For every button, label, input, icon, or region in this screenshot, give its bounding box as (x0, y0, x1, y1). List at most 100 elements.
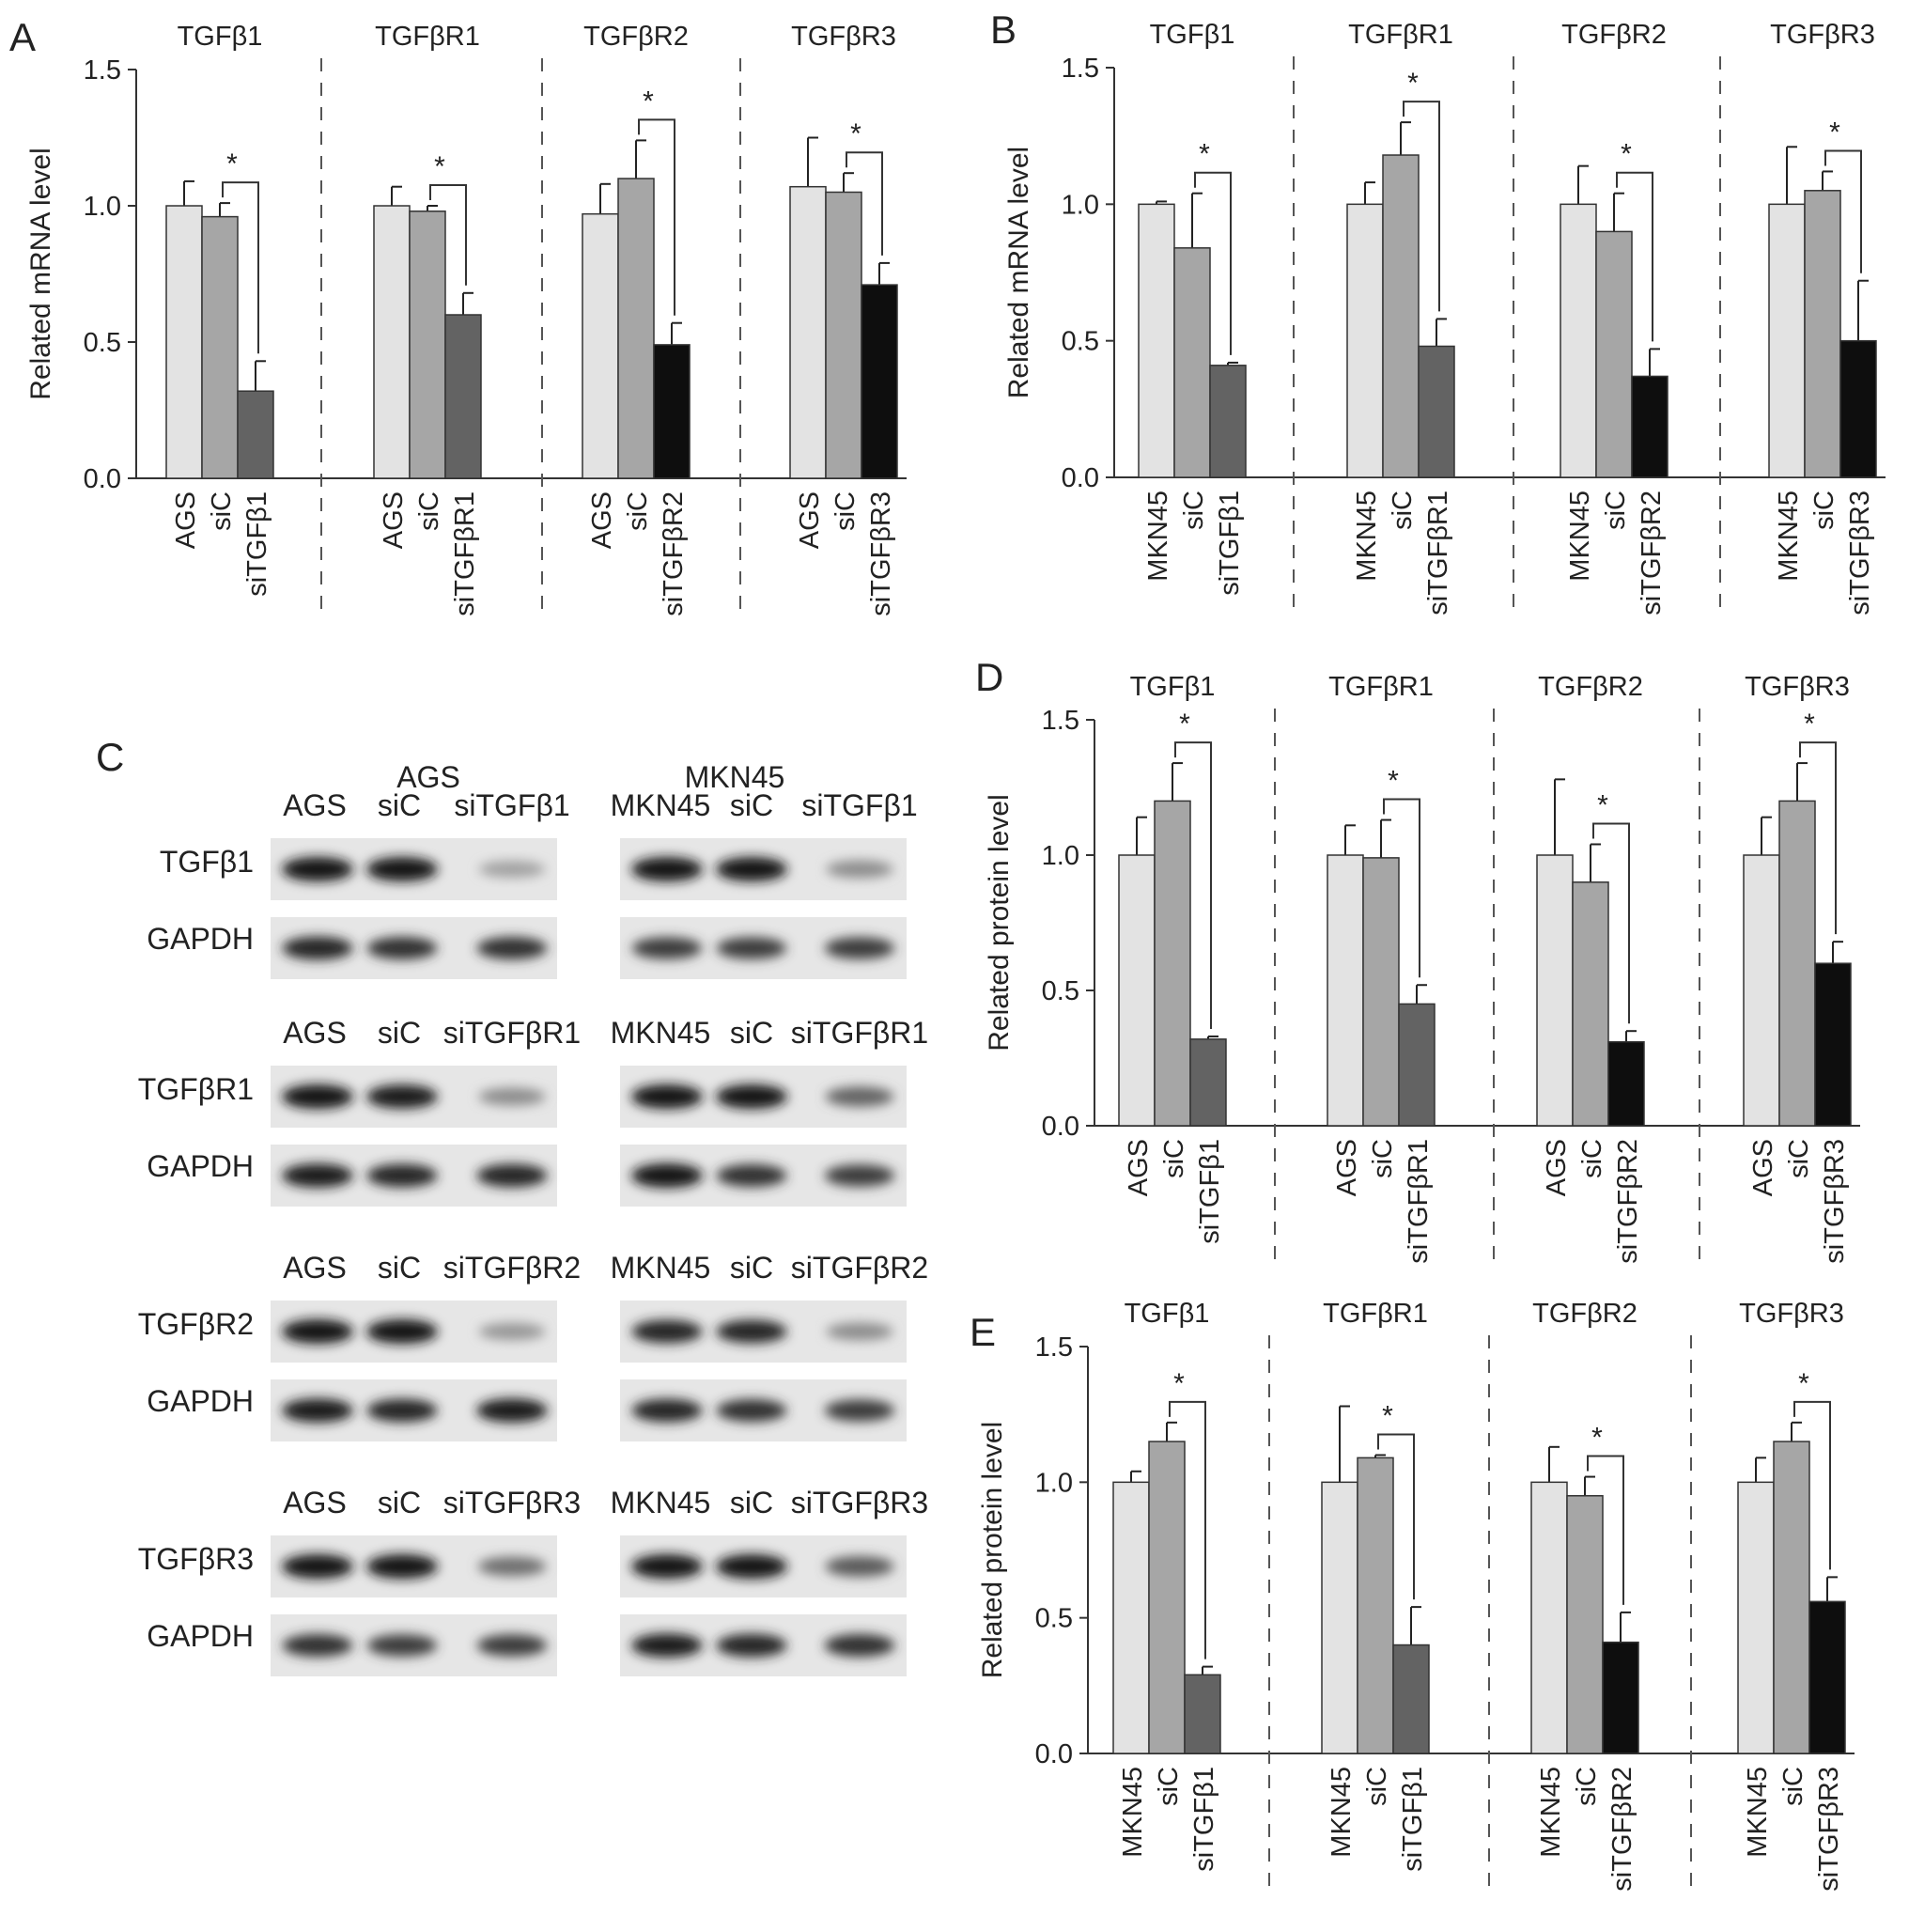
x-tick-label: siTGFβR3 (1814, 1767, 1844, 1892)
significance-bracket (1799, 741, 1837, 935)
group-title: TGFβ1 (1125, 1299, 1210, 1329)
x-tick-label: siC (414, 491, 444, 531)
blot-lane-header: siC (730, 1251, 773, 1285)
blot-row-label-loading: GAPDH (147, 922, 254, 956)
blot-band (824, 1164, 895, 1187)
bar (825, 191, 862, 479)
blot-lane-header: siC (730, 788, 773, 822)
blot-lane-header: siC (378, 788, 421, 822)
bar (1418, 345, 1455, 478)
blot-band (826, 860, 893, 879)
blot-band (476, 936, 548, 960)
x-tick-label: siC (1368, 1139, 1398, 1178)
bar (1768, 203, 1806, 478)
y-tick-label: 1.0 (1062, 190, 1099, 220)
cell-line-title-ags: AGS (396, 760, 460, 794)
blot-row-label-target: TGFβ1 (160, 845, 254, 879)
bar (201, 215, 239, 479)
y-tick-label: 1.5 (1035, 1332, 1073, 1363)
bar (1327, 854, 1364, 1127)
bar (1362, 857, 1400, 1127)
bar (1346, 203, 1384, 478)
significance-star: * (1597, 789, 1608, 820)
x-tick-label: siC (1577, 1139, 1607, 1178)
blot-lane-header: siC (730, 1016, 773, 1050)
bar (582, 212, 619, 479)
x-tick-label: AGS (795, 491, 825, 549)
x-tick-label: siC (1778, 1767, 1808, 1806)
blot-row-label-loading: GAPDH (147, 1619, 254, 1653)
bar (1184, 1674, 1221, 1754)
blot-band (366, 936, 438, 960)
significance-bracket (1383, 798, 1420, 978)
x-tick-label: siTGFβ1 (1189, 1767, 1219, 1872)
western-blot-panel: AGS MKN45 AGS siC siTGFβ1 MKN45 siC siTGFβ1TG… (138, 760, 928, 1676)
x-tick-label: siC (1809, 491, 1839, 530)
bar (444, 314, 482, 479)
cell-line-title-mkn45: MKN45 (685, 760, 785, 794)
blot-lane-header: MKN45 (611, 788, 711, 822)
blot-lane-header: siC (378, 1251, 421, 1285)
y-tick-label: 0.5 (1062, 327, 1099, 357)
y-tick-label: 1.0 (1035, 1468, 1073, 1498)
significance-star: * (1621, 139, 1632, 170)
significance-star: * (226, 148, 238, 179)
blot-band (824, 1633, 895, 1658)
bar (1148, 1441, 1186, 1754)
bar (1595, 230, 1633, 478)
bar (1357, 1457, 1394, 1754)
x-tick-label: MKN45 (1118, 1767, 1148, 1858)
group-title: TGFβR2 (1561, 20, 1667, 50)
bar (861, 284, 898, 479)
group-title: TGFβR2 (1532, 1299, 1637, 1329)
significance-bracket (1174, 741, 1212, 1029)
significance-star: * (1407, 68, 1419, 99)
x-tick-label: siTGFβR1 (1404, 1139, 1434, 1264)
group-title: TGFβR1 (1348, 20, 1453, 50)
significance-bracket (1793, 1400, 1831, 1570)
group-title: TGFβR2 (583, 22, 689, 52)
bar (165, 205, 203, 479)
x-tick-label: siTGFβR1 (1423, 491, 1453, 615)
x-tick-label: MKN45 (1352, 491, 1382, 582)
bar (1382, 154, 1420, 478)
blot-band (716, 857, 787, 881)
group-title: TGFβR3 (1745, 672, 1850, 702)
y-axis-label: Related protein level (984, 794, 1015, 1052)
blot-lane-header: AGS (283, 788, 347, 822)
x-tick-label: AGS (171, 491, 201, 549)
group-title: TGFβR3 (1739, 1299, 1844, 1329)
significance-bracket (1403, 101, 1440, 312)
y-tick-label: 1.0 (84, 192, 121, 222)
bar (409, 210, 446, 479)
blot-lane-header: siC (730, 1486, 773, 1519)
bar (1560, 203, 1597, 478)
bar (1631, 375, 1668, 478)
significance-star: * (850, 118, 861, 149)
chart-d-protein-ags: 0.0 0.5 1.0 1.5 Related protein level TGFβ1 AG… (984, 672, 1860, 1267)
x-tick-label: AGS (379, 491, 409, 549)
y-tick-label: 0.0 (84, 464, 121, 494)
group-title: TGFβR1 (1323, 1299, 1428, 1329)
x-tick-label: siTGFβR2 (1607, 1767, 1637, 1892)
bar (1607, 1040, 1645, 1127)
bar (1209, 365, 1247, 478)
blot-band (282, 1633, 353, 1658)
bar (1566, 1495, 1604, 1754)
x-tick-label: siTGFβ1 (1215, 491, 1245, 596)
x-tick-label: AGS (1124, 1139, 1154, 1196)
group-title: TGFβR3 (1770, 20, 1875, 50)
significance-star: * (643, 86, 654, 117)
blot-band (716, 937, 787, 959)
x-tick-label: siC (1179, 491, 1209, 530)
blot-band (477, 1556, 547, 1577)
bar (1536, 854, 1574, 1127)
group-title: TGFβR1 (1328, 672, 1434, 702)
y-tick-label: 1.5 (1042, 706, 1079, 736)
bar (653, 344, 691, 479)
group-title: TGFβR1 (375, 22, 480, 52)
significance-bracket (1616, 171, 1653, 342)
x-tick-label: AGS (1748, 1139, 1778, 1196)
x-tick-label: MKN45 (1743, 1767, 1773, 1858)
